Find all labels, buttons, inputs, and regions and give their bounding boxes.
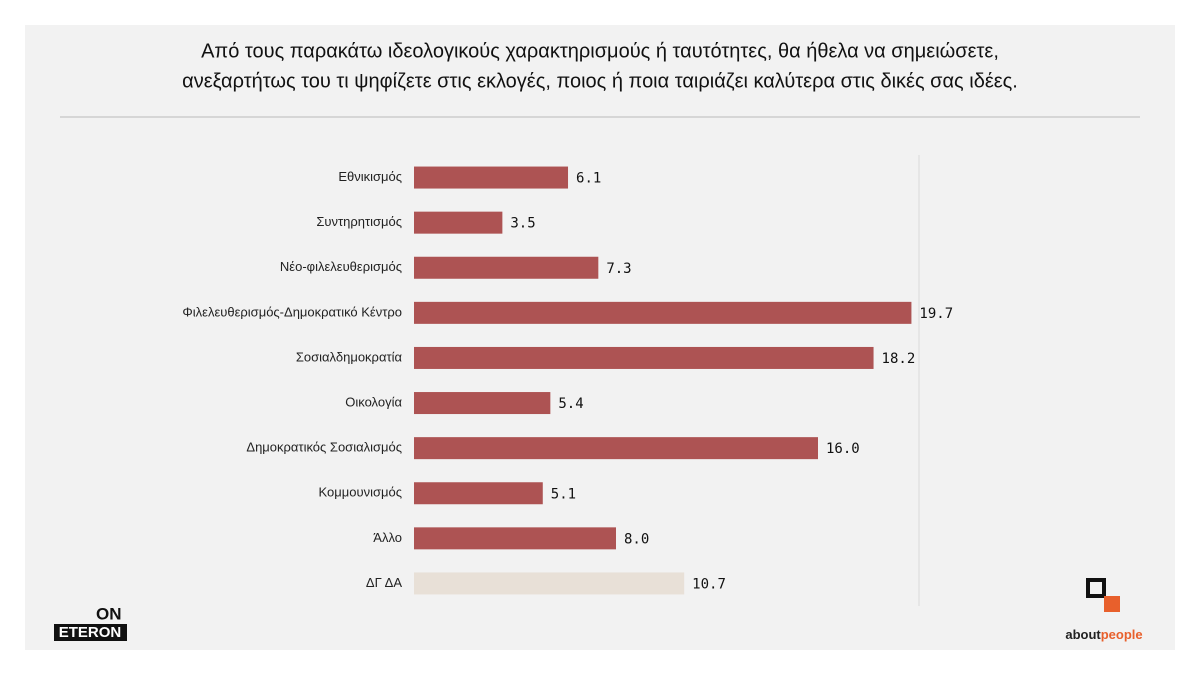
value-label: 3.5: [510, 216, 535, 232]
value-label: 6.1: [576, 171, 601, 187]
logo-icon: [1104, 596, 1120, 612]
bar: [414, 256, 599, 279]
value-label: 5.1: [551, 486, 576, 502]
logo-aboutpeople: aboutpeople: [1065, 578, 1143, 642]
category-label: Άλλο: [373, 530, 402, 545]
category-label: Δημοκρατικός Σοσιαλισμός: [246, 440, 402, 455]
value-label: 7.3: [606, 261, 631, 277]
category-label: Συντηρητισμός: [316, 214, 402, 229]
chart-title: ανεξαρτήτως του τι ψηφίζετε στις εκλογές…: [182, 70, 1018, 92]
logo-text: aboutpeople: [1065, 627, 1142, 642]
value-label: 16.0: [826, 441, 860, 457]
logo-text: about: [1065, 627, 1101, 642]
panel: [25, 25, 1175, 650]
category-label: ΔΓ ΔΑ: [366, 575, 402, 590]
bar: [414, 572, 685, 595]
category-label: Οικολογία: [345, 394, 402, 409]
logo-text: people: [1101, 627, 1143, 642]
logo-text: ETERON: [59, 624, 122, 641]
logo-icon: [1086, 578, 1106, 598]
category-label: Κομμουνισμός: [319, 485, 402, 500]
bar: [414, 437, 818, 460]
chart-title: Από τους παρακάτω ιδεολογικούς χαρακτηρι…: [201, 40, 999, 62]
bar: [414, 211, 503, 234]
bar: [414, 166, 569, 189]
value-label: 18.2: [882, 351, 916, 367]
category-label: Νέο-φιλελευθερισμός: [280, 259, 402, 274]
logo-box: [54, 624, 127, 641]
category-label: Εθνικισμός: [338, 169, 402, 184]
category-label: Φιλελευθερισμός-Δημοκρατικό Κέντρο: [182, 304, 402, 319]
logo-text: ON: [96, 604, 122, 623]
value-label: 10.7: [692, 576, 726, 592]
bar: [414, 527, 616, 550]
bar: [414, 482, 543, 505]
bar: [414, 392, 551, 415]
bar: [414, 301, 912, 324]
category-label: Σοσιαλδημοκρατία: [296, 349, 403, 364]
value-label: 5.4: [558, 396, 583, 412]
value-label: 19.7: [919, 306, 953, 322]
logo-eteron: ON ETERON: [54, 604, 127, 641]
bar: [414, 346, 874, 369]
value-label: 8.0: [624, 531, 649, 547]
